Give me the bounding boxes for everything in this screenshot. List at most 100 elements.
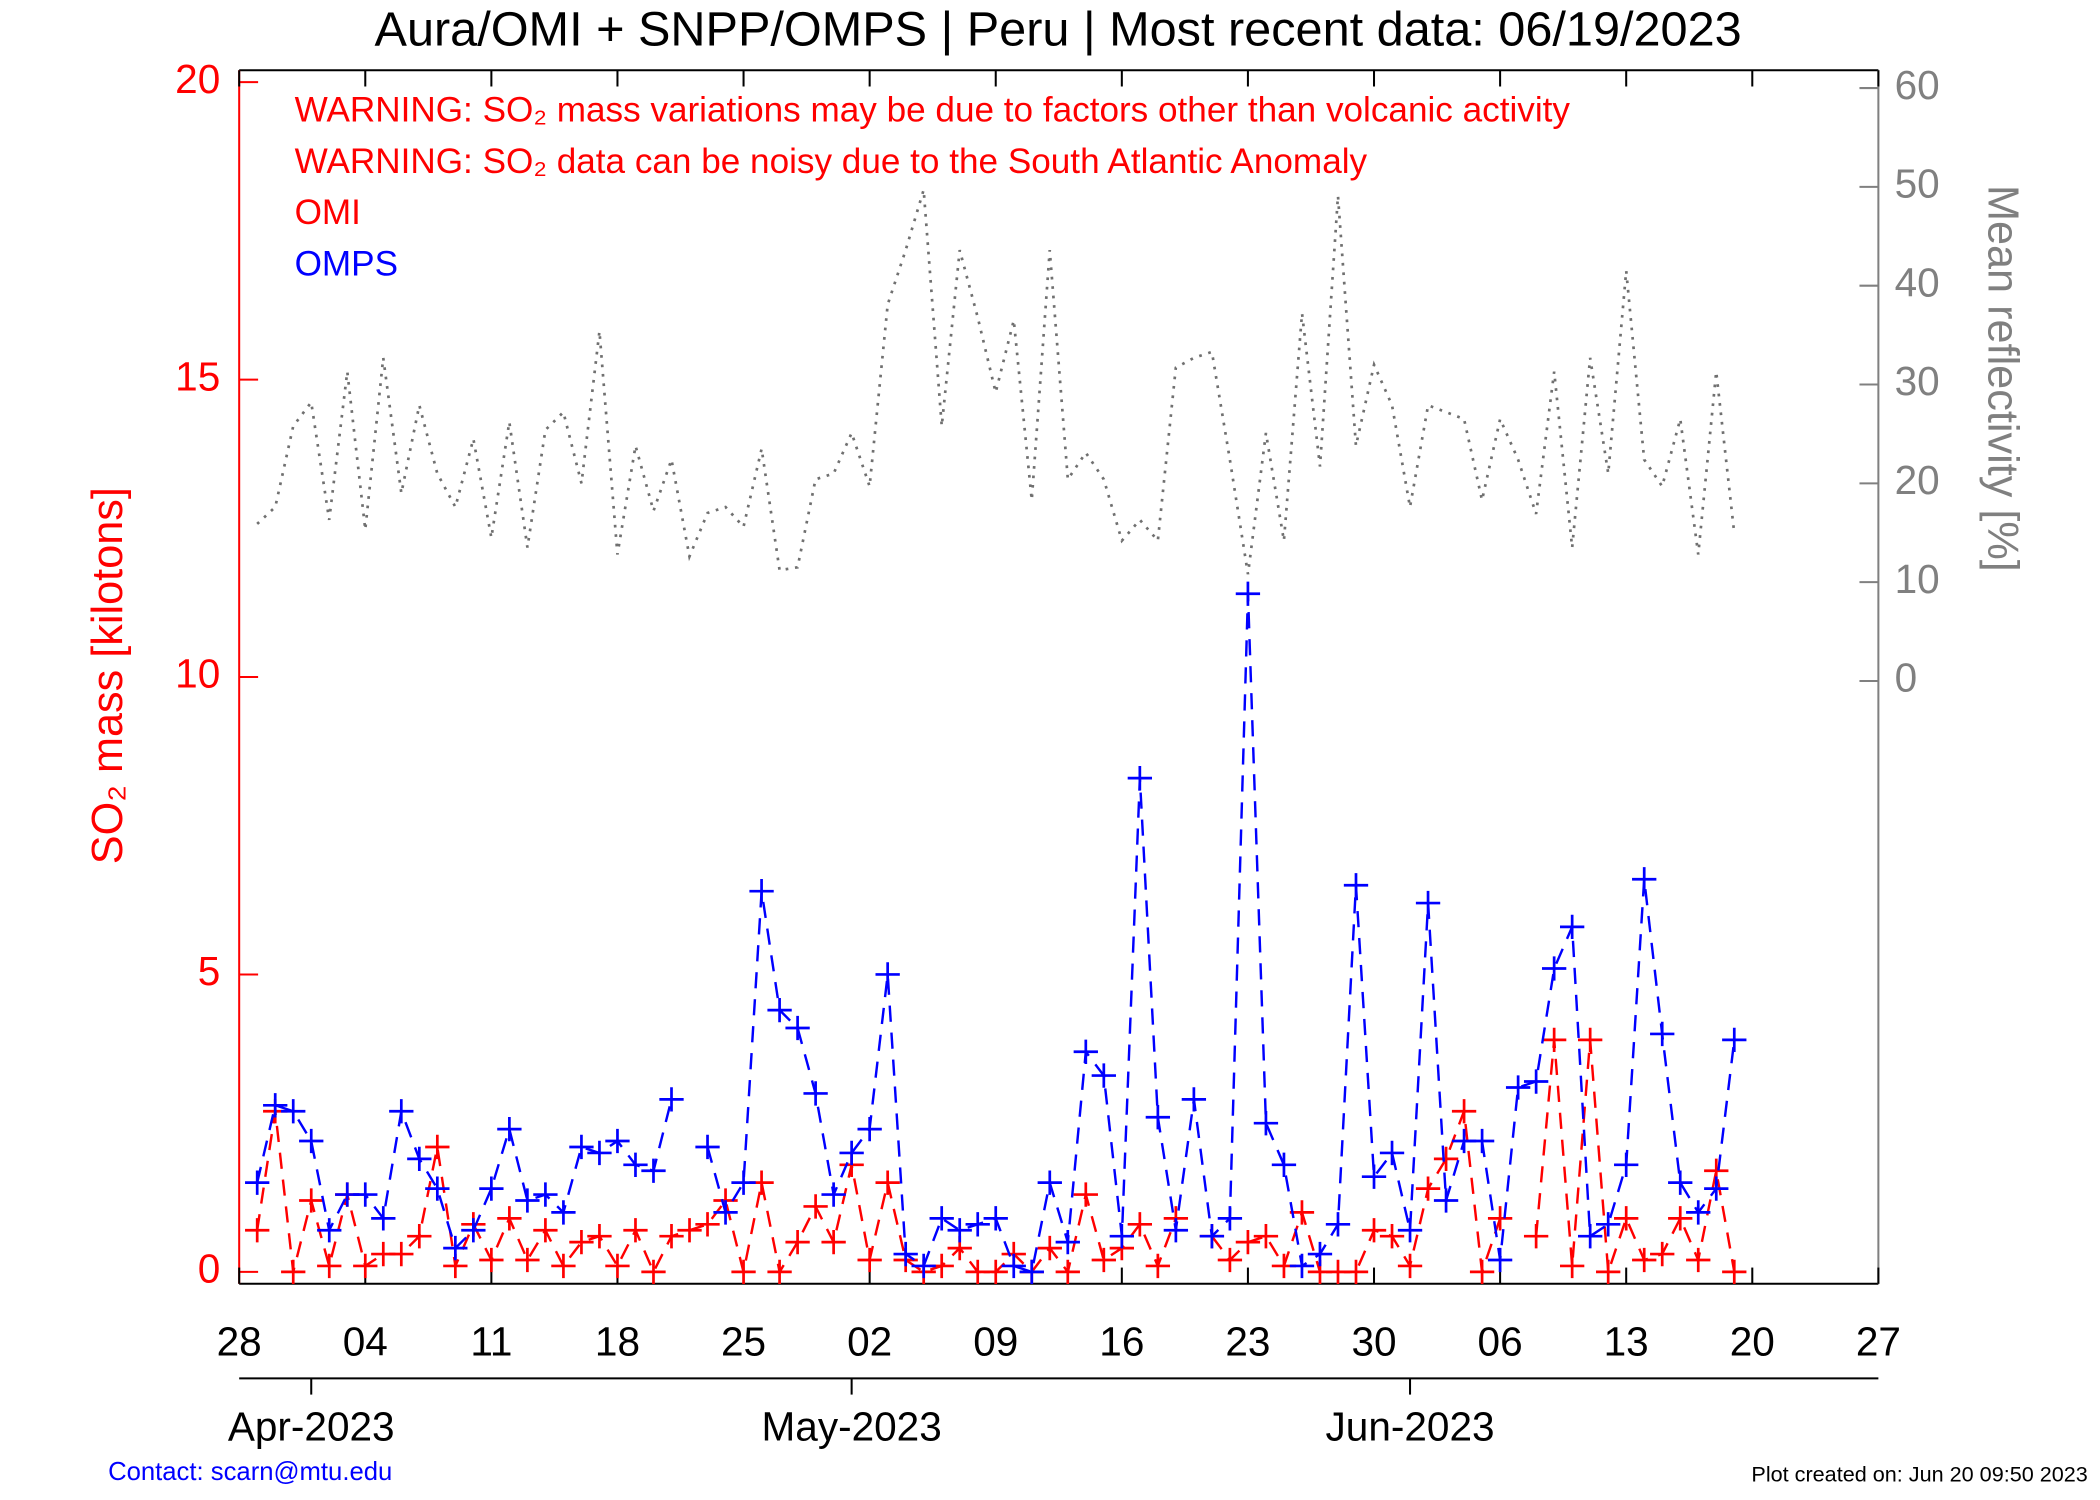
data-marker [1505, 1075, 1531, 1100]
data-marker [1253, 1224, 1279, 1249]
data-marker [857, 1116, 882, 1142]
warning: WARNING: SO₂ data can be noisy due to th… [295, 142, 1368, 181]
data-marker [947, 1218, 972, 1243]
y-tick-label: 20 [175, 56, 220, 102]
data-marker [785, 1015, 810, 1041]
data-marker [983, 1206, 1008, 1231]
data-marker [1271, 1152, 1297, 1177]
data-marker [605, 1253, 630, 1279]
data-marker [1415, 890, 1441, 916]
y2-axis-label: Mean reflectivity [%] [1979, 185, 2027, 572]
y2-tick-label: 10 [1895, 556, 1940, 602]
data-marker [1560, 914, 1585, 940]
x-tick-label: 25 [721, 1318, 766, 1364]
data-marker [1722, 1027, 1747, 1053]
x-tick-label: 20 [1730, 1318, 1775, 1364]
data-marker [1596, 1259, 1621, 1285]
data-marker [875, 962, 900, 987]
series-line [255, 593, 1736, 1274]
x-tick-label: 13 [1604, 1318, 1649, 1364]
data-marker [1325, 1212, 1351, 1237]
data-marker [1127, 765, 1153, 791]
x-tick-label: 27 [1856, 1318, 1901, 1364]
data-marker [1523, 1224, 1549, 1249]
data-marker [1578, 1027, 1603, 1053]
data-marker [1235, 581, 1261, 606]
data-marker [1037, 1170, 1062, 1195]
data-marker [1091, 1063, 1116, 1088]
data-marker [515, 1188, 540, 1213]
data-marker [353, 1182, 378, 1207]
month-label: May-2023 [762, 1403, 942, 1449]
y-tick-label: 15 [175, 353, 220, 399]
data-marker [731, 1259, 756, 1285]
data-marker [1415, 1176, 1441, 1201]
data-marker [569, 1229, 594, 1255]
data-marker [695, 1212, 720, 1237]
data-marker [1451, 1099, 1477, 1124]
data-marker [1145, 1105, 1171, 1130]
x-tick-label: 30 [1351, 1318, 1396, 1364]
data-marker [1614, 1206, 1639, 1231]
x-tick-label: 09 [973, 1318, 1018, 1364]
data-marker [1541, 956, 1567, 981]
data-marker [839, 1140, 864, 1166]
data-marker [1487, 1206, 1513, 1231]
data-marker [929, 1206, 954, 1231]
data-marker [1001, 1253, 1026, 1279]
data-marker [911, 1253, 936, 1279]
data-marker [1397, 1218, 1423, 1243]
data-marker [1235, 1229, 1261, 1255]
month-label: Jun-2023 [1326, 1403, 1495, 1449]
month-label: Apr-2023 [228, 1403, 395, 1449]
data-marker [1596, 1212, 1621, 1237]
data-marker [1037, 1235, 1062, 1261]
data-marker [587, 1224, 612, 1249]
data-marker [1433, 1188, 1459, 1213]
data-marker [1109, 1224, 1134, 1249]
data-marker [1686, 1200, 1711, 1225]
data-marker [659, 1224, 684, 1249]
data-marker [281, 1259, 306, 1285]
y2-tick-label: 20 [1895, 457, 1940, 503]
data-marker [263, 1093, 288, 1118]
data-marker [245, 1218, 270, 1243]
data-marker [515, 1247, 540, 1273]
x-tick-label: 16 [1099, 1318, 1144, 1364]
data-marker [1199, 1224, 1225, 1249]
data-marker [587, 1140, 612, 1166]
data-marker [479, 1176, 504, 1201]
data-marker [623, 1152, 648, 1177]
data-marker [821, 1229, 846, 1255]
data-marker [1073, 1039, 1098, 1064]
data-marker [1487, 1247, 1513, 1273]
data-marker [1541, 1027, 1567, 1053]
data-marker [1217, 1206, 1243, 1231]
data-marker [1523, 1069, 1549, 1094]
y2-tick-label: 60 [1895, 62, 1940, 108]
y-tick-label: 10 [175, 651, 220, 697]
data-marker [623, 1218, 648, 1243]
data-marker [713, 1200, 738, 1225]
data-marker [875, 1170, 900, 1195]
data-marker [1668, 1170, 1693, 1195]
data-marker [857, 1247, 882, 1273]
data-marker [443, 1235, 468, 1261]
data-marker [641, 1158, 666, 1183]
y2-tick-label: 40 [1895, 259, 1940, 305]
data-marker [1343, 1259, 1369, 1285]
x-tick-label: 23 [1225, 1318, 1270, 1364]
data-marker [1145, 1253, 1171, 1279]
data-marker [1055, 1259, 1080, 1285]
data-marker [1289, 1200, 1315, 1225]
data-marker [803, 1081, 828, 1106]
data-marker [389, 1099, 414, 1124]
chart-title: Aura/OMI + SNPP/OMPS | Peru | Most recen… [375, 2, 1742, 56]
data-marker [695, 1134, 720, 1160]
footer-contact: Contact: scarn@mtu.edu [108, 1458, 392, 1486]
data-marker [497, 1116, 522, 1142]
y-tick-label: 5 [198, 948, 221, 994]
